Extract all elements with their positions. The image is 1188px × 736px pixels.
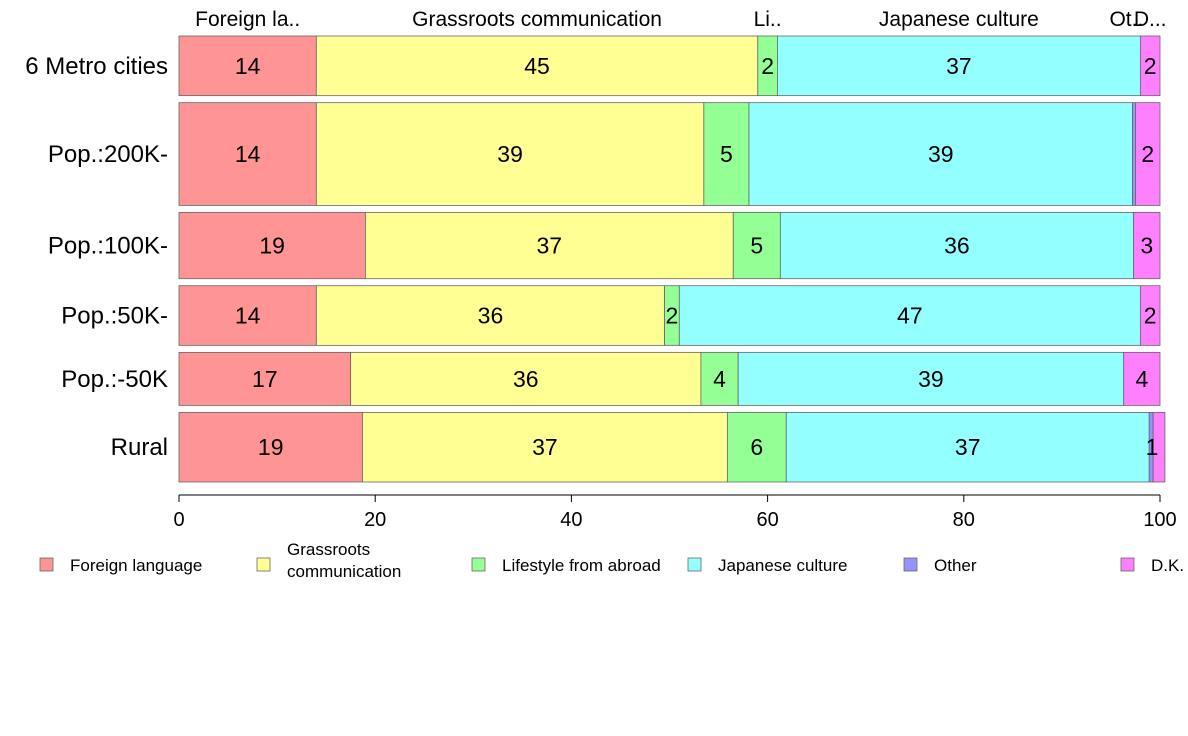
data-label: 19 [259,233,285,259]
bar-segment [1139,285,1161,346]
data-label: 39 [918,366,944,392]
top-series-label: Japanese culture [879,8,1039,31]
legend-label: Other [934,556,977,575]
bar-segment [1133,212,1161,280]
bar-segment [703,102,750,206]
x-tick-label: 80 [953,509,975,531]
x-tick-label: 60 [756,509,778,531]
data-label: 2 [1144,303,1157,329]
bar-segment [1132,102,1136,206]
data-label: 36 [513,366,539,392]
x-tick-label: 0 [173,509,184,531]
data-label: 37 [532,434,558,460]
bar-segment [362,411,728,483]
data-label: 2 [1141,141,1154,167]
bar-segment [779,212,1134,280]
category-label: Pop.:200K- [48,141,168,168]
bar-segment [178,102,317,206]
data-label: 4 [1135,366,1148,392]
legend-swatch [687,557,702,572]
top-series-label: Ot.. [1109,8,1143,31]
top-series-label: Foreign la.. [195,8,300,31]
legend-swatch [256,557,271,572]
bar-segment [737,351,1125,406]
category-label: Pop.:-50K [61,366,168,393]
top-series-label: Li.. [754,8,782,31]
bar-segment [315,35,759,97]
legend-swatch [471,557,486,572]
data-label: 37 [946,53,972,79]
top-series-label: D... [1134,8,1167,31]
bar-segment [1152,411,1166,483]
legend-label: communication [287,562,401,581]
data-label: 36 [478,303,504,329]
data-label: 3 [1140,233,1153,259]
bar-segment [1135,102,1161,206]
legend-swatch [1120,557,1135,572]
data-label: 37 [955,434,981,460]
data-label: 37 [537,233,563,259]
data-label: 36 [944,233,970,259]
bar-segment [777,35,1141,97]
x-tick-label: 100 [1143,509,1176,531]
bar-segment [678,285,1141,346]
bar-segment [732,212,781,280]
bar-segment [700,351,739,406]
data-label: 14 [235,53,261,79]
bar-segment [785,411,1150,483]
legend-label: Foreign language [70,556,202,575]
category-label: Pop.:100K- [48,233,168,260]
data-label: 2 [666,303,679,329]
data-label: 17 [252,366,278,392]
top-series-label: Grassroots communication [412,8,662,31]
data-label: 45 [524,53,550,79]
bar-segment [748,102,1133,206]
data-label: 19 [258,434,284,460]
category-label: Pop.:50K- [61,303,168,330]
bar-segment [315,102,705,206]
category-label: 6 Metro cities [25,53,168,80]
legend-swatch [39,557,54,572]
legend-label: Grassroots [287,540,370,559]
data-label: 5 [720,141,733,167]
data-label: 39 [497,141,523,167]
bar-segment [178,411,363,483]
bar-segment [364,212,734,280]
data-label: 5 [750,233,763,259]
legend-label: Lifestyle from abroad [502,556,661,575]
bar-segment [178,285,317,346]
data-label: 2 [1144,53,1157,79]
bar-segment [178,212,366,280]
data-label: 1 [1146,434,1159,460]
bar-segment [315,285,665,346]
data-label: 47 [897,303,923,329]
bar-segment [726,411,787,483]
data-label: 2 [761,53,774,79]
data-label: 6 [750,434,763,460]
data-label: 14 [235,141,261,167]
data-label: 14 [235,303,261,329]
legend-label: Japanese culture [718,556,847,575]
bar-segment [178,351,352,406]
x-tick-label: 20 [364,509,386,531]
bar-segment [1123,351,1161,406]
data-label: 4 [713,366,726,392]
bar-segment [1139,35,1161,97]
category-label: Rural [111,434,168,461]
x-tick-label: 40 [560,509,582,531]
legend-swatch [903,557,918,572]
legend-label: D.K. [1151,556,1184,575]
bar-segment [350,351,702,406]
data-label: 39 [928,141,954,167]
